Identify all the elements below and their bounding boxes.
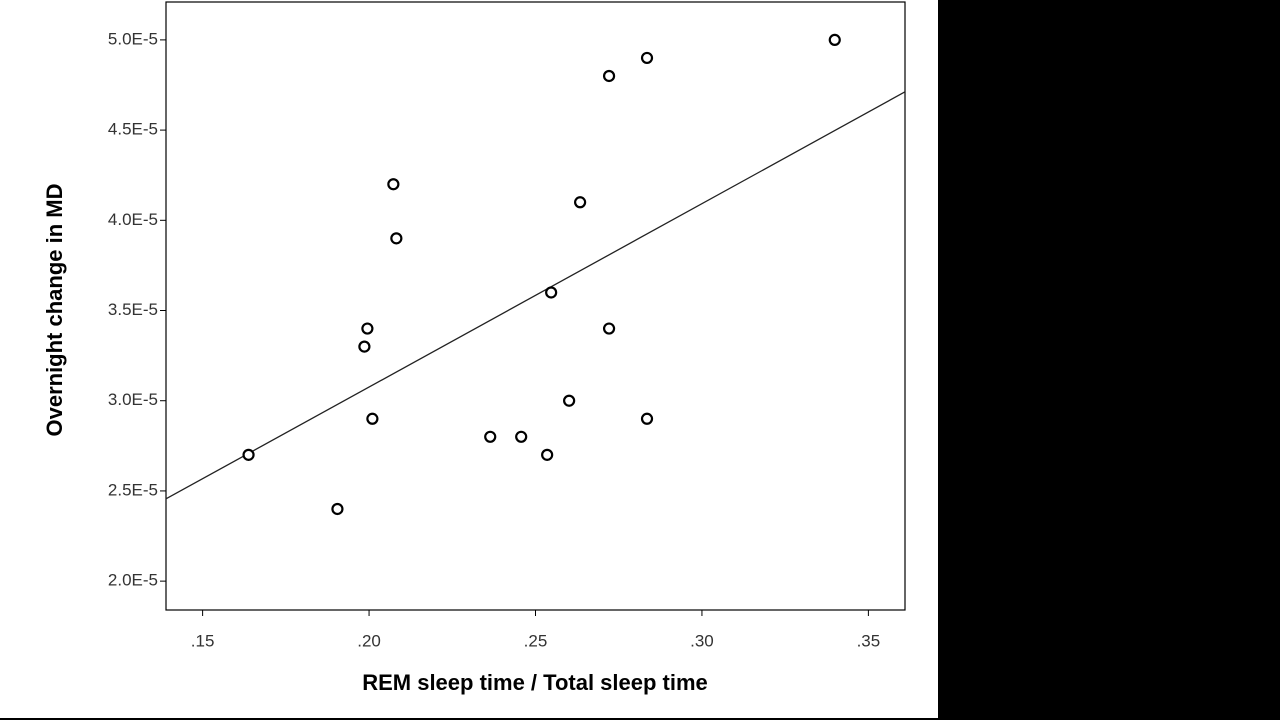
- point: [358, 340, 371, 353]
- x-tick-label: .15: [191, 631, 215, 650]
- point: [484, 430, 497, 443]
- point: [602, 322, 616, 335]
- point: [242, 448, 255, 461]
- y-tick-label: 3.5E-5: [108, 300, 158, 319]
- point: [574, 196, 587, 209]
- point: [640, 412, 654, 425]
- x-tick-label: .25: [524, 631, 548, 650]
- point: [602, 69, 616, 83]
- fit-line: [165, 91, 906, 500]
- y-tick-label: 4.0E-5: [108, 210, 158, 229]
- y-tick-label: 2.5E-5: [108, 480, 158, 499]
- point: [515, 430, 528, 443]
- point: [361, 322, 374, 335]
- y-axis-title: Overnight change in MD: [42, 183, 67, 436]
- point: [390, 232, 403, 245]
- chart-panel: [0, 0, 938, 718]
- point: [545, 286, 558, 299]
- x-tick-label: .20: [357, 631, 381, 650]
- point: [640, 51, 654, 65]
- y-tick-label: 3.0E-5: [108, 390, 158, 409]
- point: [828, 33, 841, 46]
- y-tick-label: 5.0E-5: [108, 29, 158, 48]
- x-tick-label: .30: [690, 631, 714, 650]
- x-axis-title: REM sleep time / Total sleep time: [362, 670, 708, 695]
- point: [563, 394, 576, 407]
- y-tick-label: 4.5E-5: [108, 120, 158, 139]
- x-tick-label: .35: [857, 631, 881, 650]
- point: [331, 502, 344, 516]
- point: [387, 178, 400, 191]
- y-tick-label: 2.0E-5: [108, 571, 158, 590]
- point: [541, 448, 554, 461]
- point: [366, 412, 379, 425]
